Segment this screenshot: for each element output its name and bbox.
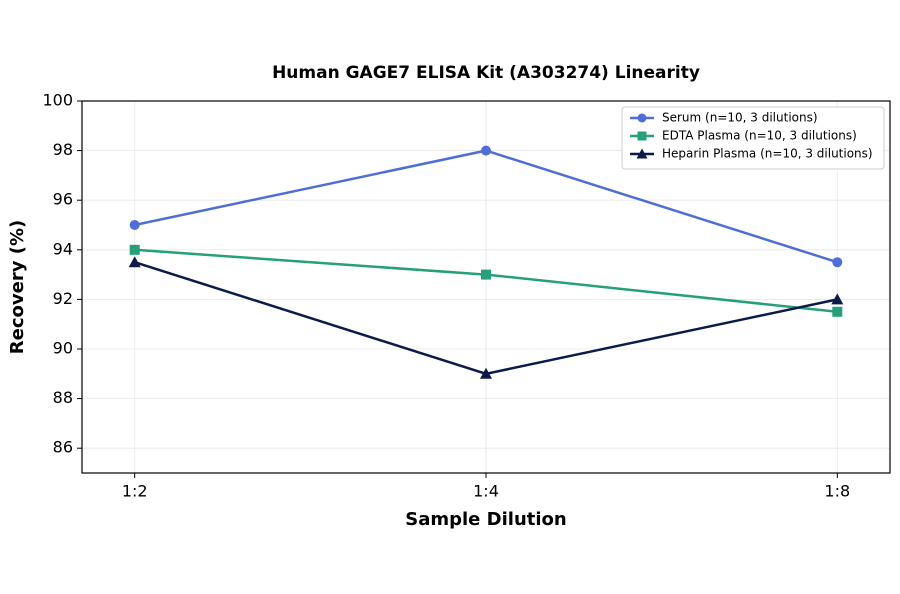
chart-title: Human GAGE7 ELISA Kit (A303274) Linearit… xyxy=(272,63,700,83)
y-tick-label: 86 xyxy=(53,438,73,457)
marker xyxy=(637,113,647,123)
legend: Serum (n=10, 3 dilutions) EDTA Plasma (n=… xyxy=(621,106,885,170)
marker xyxy=(129,244,140,255)
marker xyxy=(481,269,491,280)
y-tick-label: 94 xyxy=(53,239,73,258)
marker xyxy=(128,256,141,268)
x-tick-label: 1:4 xyxy=(473,482,499,501)
y-tick-label: 92 xyxy=(53,289,73,308)
legend-label: Heparin Plasma (n=10, 3 dilutions) xyxy=(662,147,873,161)
marker xyxy=(480,367,492,379)
marker xyxy=(636,148,648,159)
marker xyxy=(832,257,843,268)
y-axis-label: Recovery (%) xyxy=(7,220,28,354)
legend-box xyxy=(621,106,885,170)
y-tick-label: 88 xyxy=(53,388,73,407)
legend-label: EDTA Plasma (n=10, 3 dilutions) xyxy=(662,129,857,143)
marker xyxy=(637,131,647,141)
marker xyxy=(129,220,140,230)
legend-label: Serum (n=10, 3 dilutions) xyxy=(662,111,818,125)
y-tick-label: 96 xyxy=(53,190,73,209)
marker xyxy=(481,145,491,156)
x-tick-label: 1:2 xyxy=(122,482,148,501)
y-tick-label: 100 xyxy=(42,91,73,110)
y-tick-label: 90 xyxy=(53,339,73,358)
x-axis-label: Sample Dilution xyxy=(405,509,566,530)
marker xyxy=(832,306,843,317)
x-tick-label: 1:8 xyxy=(824,482,850,501)
plot-frame xyxy=(81,100,891,474)
y-tick-label: 98 xyxy=(53,140,73,159)
marker xyxy=(831,293,844,305)
